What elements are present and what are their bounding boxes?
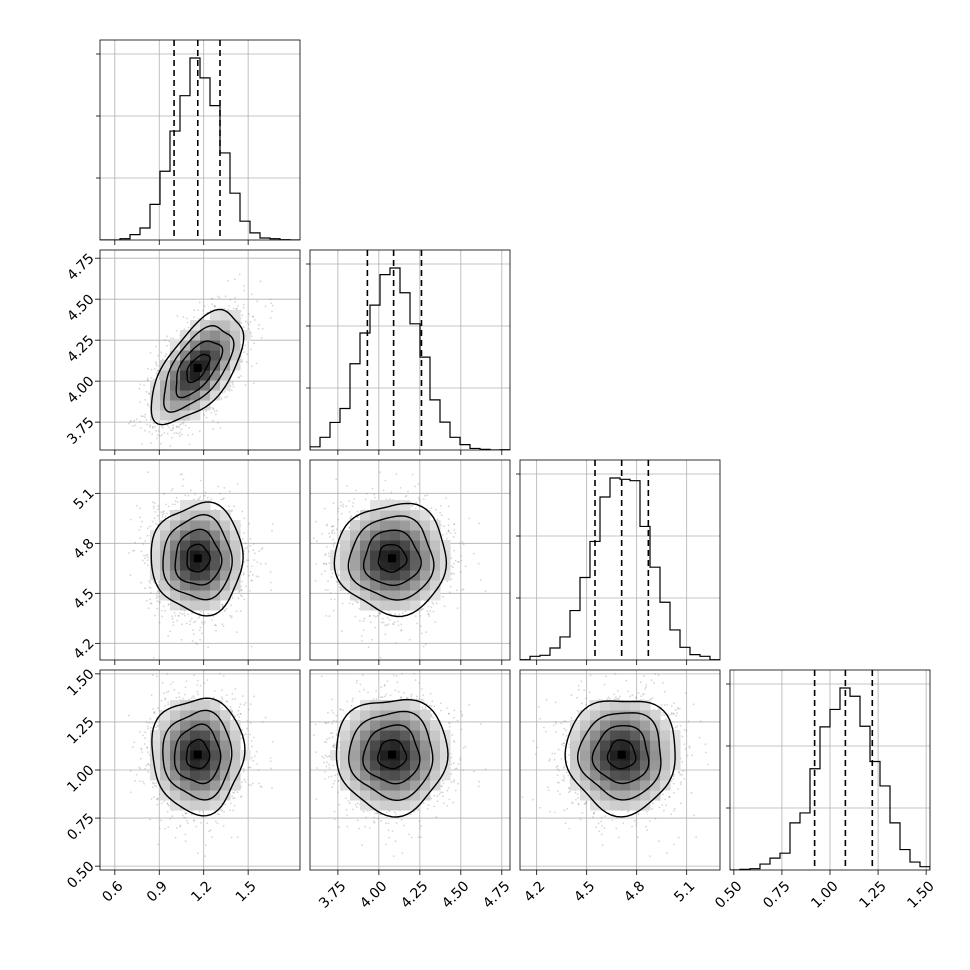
density-peak-2-1	[387, 554, 396, 563]
tick-label-y-1-2: 4.25	[64, 333, 97, 366]
panel-1-0: 3.75 4.00 4.25 4.50 4.75	[64, 249, 301, 455]
contour-3-2-0	[606, 739, 637, 770]
contour-3-1-2	[347, 710, 434, 802]
density-peak-3-0	[193, 750, 202, 759]
contour-2-1-0	[377, 544, 408, 573]
contour-2-1-3	[333, 502, 448, 618]
contours-3-1	[335, 698, 449, 818]
panel-3-2: 4.2 4.5 4.8 5.1	[519, 669, 721, 905]
contour-3-1-0	[377, 739, 408, 770]
tick-label-y-1-1: 4.00	[64, 373, 97, 406]
tick-label-y-3-3: 1.25	[64, 714, 97, 747]
density-shading-3-1	[330, 700, 451, 811]
tick-label-y-2-1: 4.5	[71, 586, 98, 613]
tick-label-x-1-3: 4.50	[439, 878, 472, 911]
panel-frame-1-0	[99, 249, 301, 451]
contours-1-0	[150, 308, 245, 426]
tick-label-x-1-1: 4.00	[357, 878, 390, 911]
density-peak-1-0	[193, 364, 202, 373]
panel-frame-0-0	[99, 39, 301, 241]
tick-label-x-3-2: 1.00	[808, 878, 841, 911]
histogram-1	[310, 267, 510, 450]
panel-3-1: 3.75 4.00 4.25 4.50 4.75	[309, 669, 513, 912]
tick-label-y-1-3: 4.50	[64, 292, 97, 325]
tick-label-x-3-3: 1.25	[856, 878, 889, 911]
contours-2-1	[333, 502, 448, 618]
tick-label-y-3-4: 1.50	[64, 666, 97, 699]
panel-frame-1-1	[309, 249, 511, 451]
panel-2-1	[309, 459, 511, 665]
tick-label-y-1-4: 4.75	[64, 251, 97, 284]
density-peak-3-2	[617, 750, 626, 759]
contour-3-1-1	[362, 724, 421, 785]
contours-3-0	[151, 697, 246, 817]
histogram-0	[100, 57, 300, 240]
contour-2-0-1	[174, 528, 223, 586]
tick-label-y-3-0: 0.50	[64, 858, 97, 891]
contour-3-0-3	[151, 697, 246, 817]
density-peak-2-0	[193, 554, 202, 563]
histogram-2	[520, 477, 720, 660]
contour-2-0-3	[150, 501, 244, 617]
panel-2-2	[516, 459, 721, 665]
panel-frame-3-1	[309, 669, 511, 871]
contour-1-0-3	[150, 308, 245, 426]
tick-label-x-2-0: 4.2	[521, 878, 548, 905]
contour-1-0-2	[163, 324, 235, 413]
contour-2-1-1	[362, 529, 422, 586]
contour-3-2-3	[564, 700, 676, 818]
contour-2-0-0	[186, 543, 211, 573]
density-peak-3-1	[387, 750, 396, 759]
tick-label-y-3-2: 1.00	[64, 762, 97, 795]
tick-label-y-2-3: 5.1	[71, 486, 98, 513]
tick-label-x-0-3: 1.5	[233, 878, 260, 905]
contour-2-0-2	[162, 513, 233, 601]
contour-1-0-0	[186, 353, 211, 384]
tick-label-x-1-0: 3.75	[316, 878, 349, 911]
tick-label-x-1-4: 4.75	[480, 878, 513, 911]
panel-1-1	[306, 249, 511, 455]
contour-1-0-1	[175, 340, 224, 399]
tick-label-y-3-1: 0.75	[64, 810, 97, 843]
tick-label-x-0-1: 0.9	[144, 878, 171, 905]
panel-frame-2-0	[99, 459, 301, 661]
contours-2-0	[150, 501, 244, 617]
tick-label-x-3-4: 1.50	[904, 878, 937, 911]
contour-3-1-3	[335, 698, 449, 818]
contour-2-1-2	[347, 515, 435, 601]
panel-0-0	[96, 39, 301, 245]
density-shading-1-0	[150, 310, 251, 421]
panel-frame-2-1	[309, 459, 511, 661]
tick-label-x-2-1: 4.5	[571, 878, 598, 905]
tick-label-x-1-2: 4.25	[398, 878, 431, 911]
contour-3-2-2	[576, 712, 662, 801]
tick-label-x-0-2: 1.2	[188, 878, 215, 905]
tick-label-y-1-0: 3.75	[64, 414, 97, 447]
histogram-3	[730, 687, 930, 870]
panel-frame-2-2	[519, 459, 721, 661]
tick-label-x-3-0: 0.50	[712, 878, 745, 911]
tick-label-x-2-3: 5.1	[671, 878, 698, 905]
contour-3-0-2	[162, 709, 233, 801]
panel-2-0: 4.2 4.5 4.8 5.1	[71, 459, 301, 665]
tick-label-x-0-0: 0.6	[99, 878, 126, 905]
tick-label-y-2-0: 4.2	[71, 636, 98, 663]
tick-label-y-2-2: 4.8	[71, 536, 98, 563]
panel-frame-3-2	[519, 669, 721, 871]
contour-3-0-1	[173, 723, 222, 785]
contour-3-2-1	[591, 725, 650, 785]
panel-3-0: 0.6 0.9 1.2 1.5 0.50 0.75 1.00 1.25 1.50	[64, 666, 301, 905]
contours-3-2	[564, 700, 676, 818]
panel-3-3: 0.50 0.75 1.00 1.25 1.50	[712, 669, 938, 912]
contour-3-0-0	[185, 738, 211, 770]
tick-label-x-3-1: 0.75	[760, 878, 793, 911]
tick-label-x-2-2: 4.8	[621, 878, 648, 905]
